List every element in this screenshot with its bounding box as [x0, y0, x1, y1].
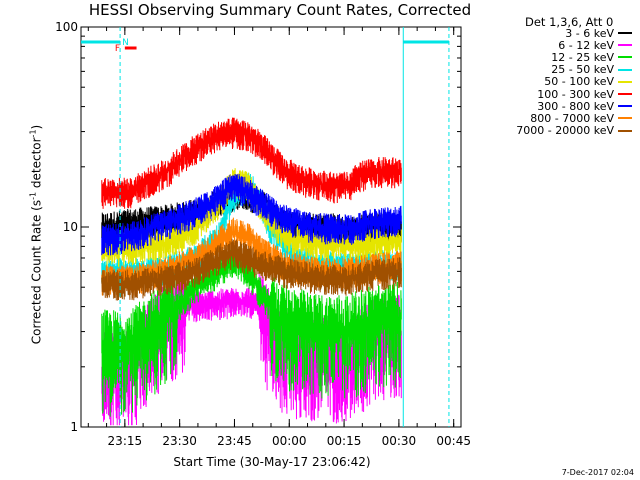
legend-entry: 300 - 800 keV [516, 99, 632, 113]
y-tick-label: 1 [70, 420, 78, 434]
legend-swatch [618, 117, 632, 120]
legend-entry: 800 - 7000 keV [516, 111, 632, 125]
night-label: N [122, 38, 129, 48]
annotation-layer: NF [81, 27, 450, 427]
legend-label: 100 - 300 keV [537, 87, 614, 101]
x-tick-label: 00:45 [436, 434, 471, 448]
x-tick-label: 23:45 [217, 434, 252, 448]
legend-swatch [618, 68, 632, 71]
legend-swatch [618, 44, 632, 47]
legend-swatch [618, 32, 632, 35]
legend-entry: 6 - 12 keV [516, 38, 632, 52]
x-tick-label: 23:30 [162, 434, 197, 448]
legend-swatch [618, 93, 632, 96]
legend: 3 - 6 keV 6 - 12 keV 12 - 25 keV 25 - 50 ke… [516, 27, 632, 137]
legend-entry: 3 - 6 keV [516, 26, 632, 40]
y-tick-label: 10 [63, 220, 78, 234]
x-tick-label: 23:15 [108, 434, 143, 448]
series-12-25kev [101, 248, 402, 417]
legend-label: 25 - 50 keV [551, 63, 614, 77]
legend-label: 12 - 25 keV [551, 50, 614, 64]
legend-entry: 7000 - 20000 keV [516, 124, 632, 138]
series-300-800kev [101, 173, 402, 256]
legend-title: Det 1,3,6, Att 0 [525, 15, 614, 29]
x-axis-label: Start Time (30-May-17 23:06:42) [173, 455, 371, 469]
legend-label: 3 - 6 keV [565, 26, 614, 40]
legend-label: 300 - 800 keV [537, 99, 614, 113]
legend-label: 6 - 12 keV [558, 38, 614, 52]
x-tick-label: 00:30 [382, 434, 417, 448]
x-tick-label: 00:00 [272, 434, 307, 448]
legend-entry: 100 - 300 keV [516, 87, 632, 101]
legend-entry: 50 - 100 keV [516, 75, 632, 89]
series-trace [101, 173, 402, 256]
series-100-300kev [101, 117, 402, 209]
series-trace [101, 248, 402, 417]
axis-layer: 1 10 100 23:15 23:30 23:45 00:00 00:15 00:30 00:4… [55, 20, 471, 448]
legend-label: 7000 - 20000 keV [516, 124, 614, 138]
chart-title: HESSI Observing Summary Count Rates, Cor… [88, 1, 472, 19]
legend-swatch [618, 129, 632, 132]
series-7000-20000kev [101, 238, 402, 301]
series-trace [101, 238, 402, 301]
legend-swatch [618, 80, 632, 83]
series-layer [101, 117, 402, 426]
series-trace [101, 117, 402, 209]
flare-label: F [115, 44, 120, 54]
legend-entry: 25 - 50 keV [516, 63, 632, 77]
legend-swatch [618, 56, 632, 59]
legend-entry: 12 - 25 keV [516, 50, 632, 64]
legend-label: 50 - 100 keV [544, 75, 614, 89]
x-tick-label: 00:15 [327, 434, 362, 448]
legend-swatch [618, 105, 632, 108]
y-axis-label: Corrected Count Rate (s-1 detector-1) [28, 124, 44, 345]
y-tick-label: 100 [55, 20, 78, 34]
footer-date: 7-Dec-2017 02:04 [561, 468, 634, 477]
legend-label: 800 - 7000 keV [530, 111, 614, 125]
